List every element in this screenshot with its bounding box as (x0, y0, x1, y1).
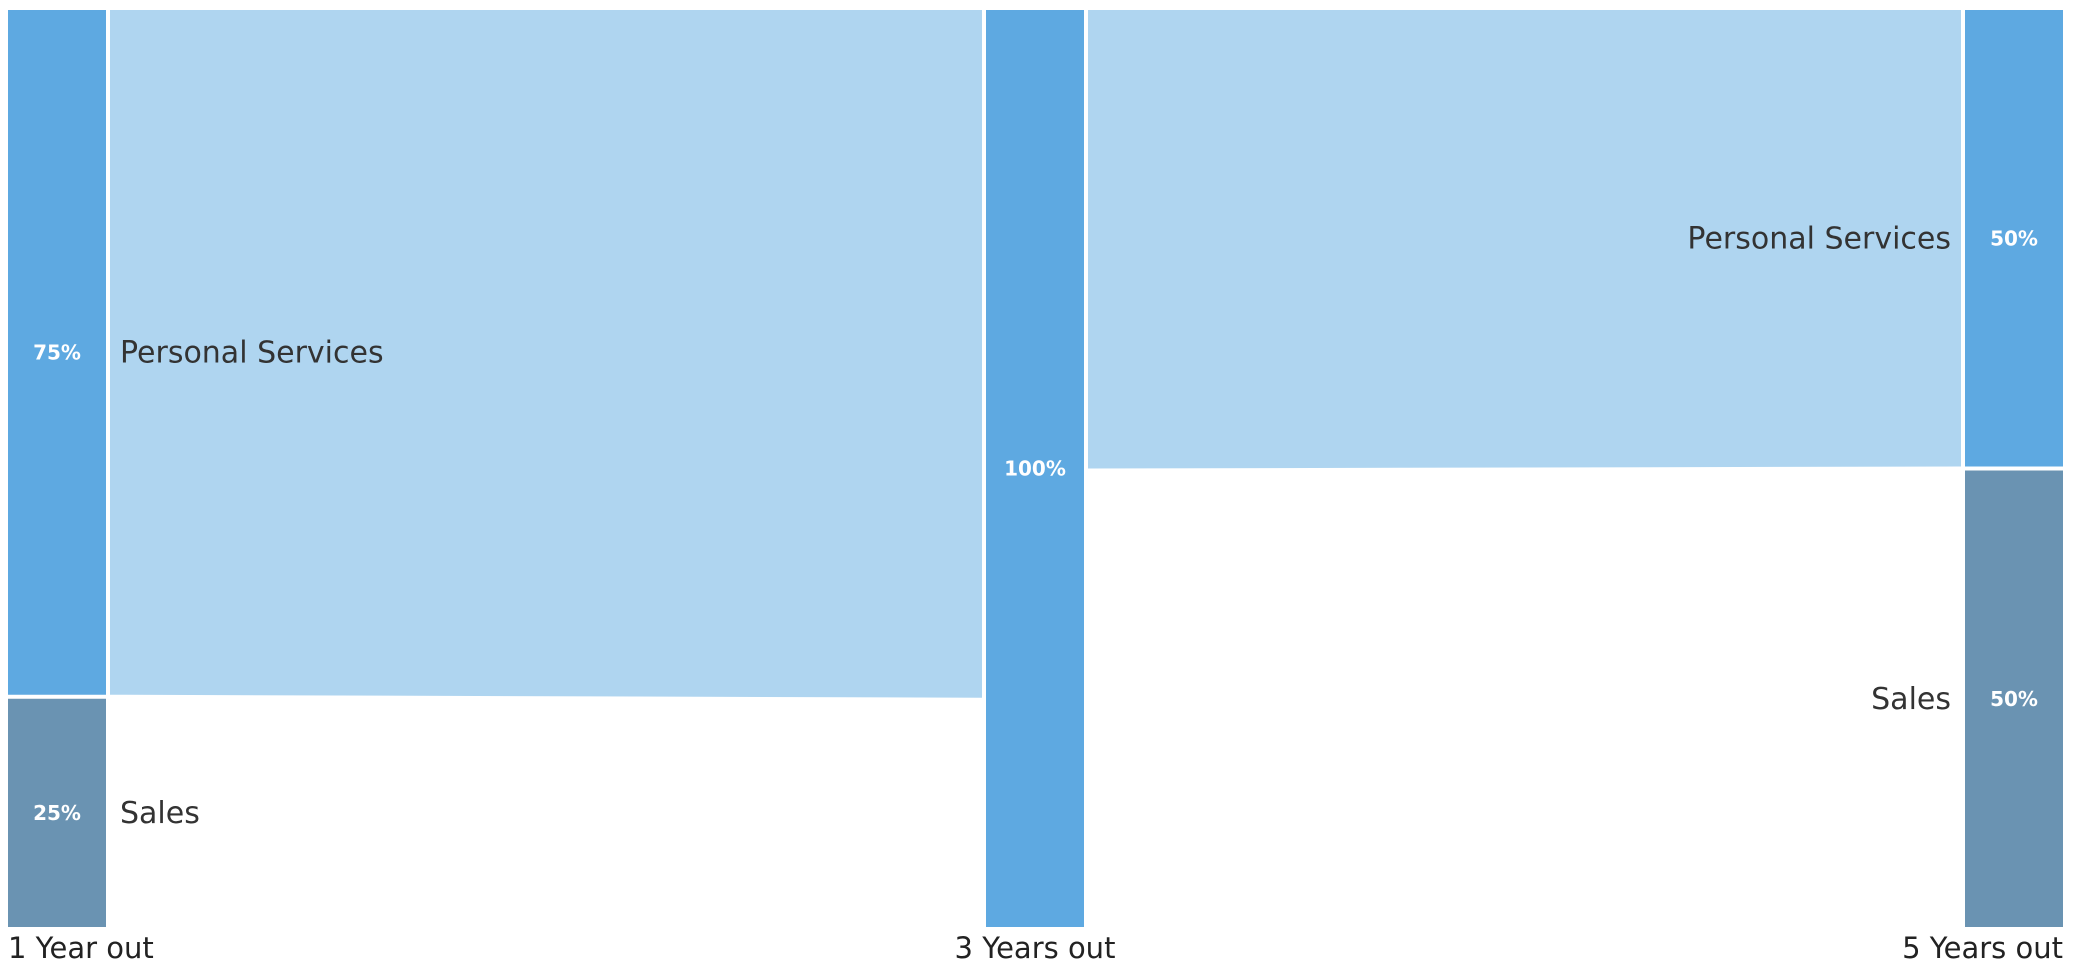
node-value-label: 75% (33, 340, 81, 364)
node-name-label: Personal Services (1687, 221, 1951, 256)
node-value-label: 50% (1990, 226, 2038, 250)
flow-link (1088, 10, 1961, 469)
flow-links (110, 10, 1961, 928)
node-bar (8, 698, 106, 927)
node-value-label: 100% (1004, 457, 1066, 481)
stage-label: 3 Years out (955, 931, 1116, 965)
node-name-label: Sales (120, 796, 200, 831)
flow-link (110, 10, 982, 698)
chart-labels: 75% Personal Services 25% Sales 100% 50% Perso… (8, 221, 2063, 965)
stage-nodes (8, 10, 2063, 927)
stage-label: 1 Year out (8, 931, 154, 965)
node-value-label: 25% (33, 801, 81, 825)
node-bar (8, 10, 106, 695)
node-bar (1965, 10, 2063, 467)
node-bar (986, 10, 1084, 927)
flow-link (1088, 469, 1961, 928)
node-value-label: 50% (1990, 687, 2038, 711)
node-name-label: Personal Services (120, 335, 384, 370)
node-name-label: Sales (1871, 682, 1951, 717)
stage-label: 5 Years out (1902, 931, 2063, 965)
node-bar (1965, 470, 2063, 927)
